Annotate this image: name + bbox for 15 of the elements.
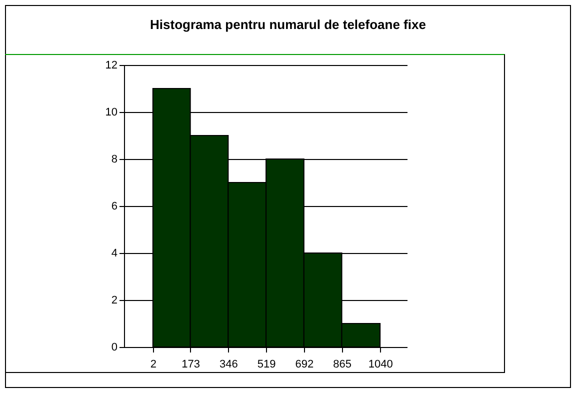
y-tick-label: 10 [105, 106, 118, 118]
y-tick-label: 12 [105, 60, 118, 72]
y-tick-label: 8 [111, 154, 118, 166]
y-tick-label: 6 [111, 200, 118, 212]
x-tick-label: 865 [333, 358, 352, 370]
x-tick-label: 692 [295, 358, 314, 370]
x-tick-label: 2 [150, 358, 156, 370]
x-tick-label: 346 [220, 358, 238, 370]
chart-title: Histograma pentru numarul de telefoane fixe [149, 17, 427, 32]
x-tick-label: 173 [182, 358, 200, 370]
x-tick-label: 519 [257, 358, 276, 370]
y-tick-label: 2 [111, 294, 118, 306]
x-tick-label: 1040 [368, 358, 393, 370]
y-tick-label: 4 [111, 248, 118, 260]
y-tick-label: 0 [111, 342, 118, 354]
